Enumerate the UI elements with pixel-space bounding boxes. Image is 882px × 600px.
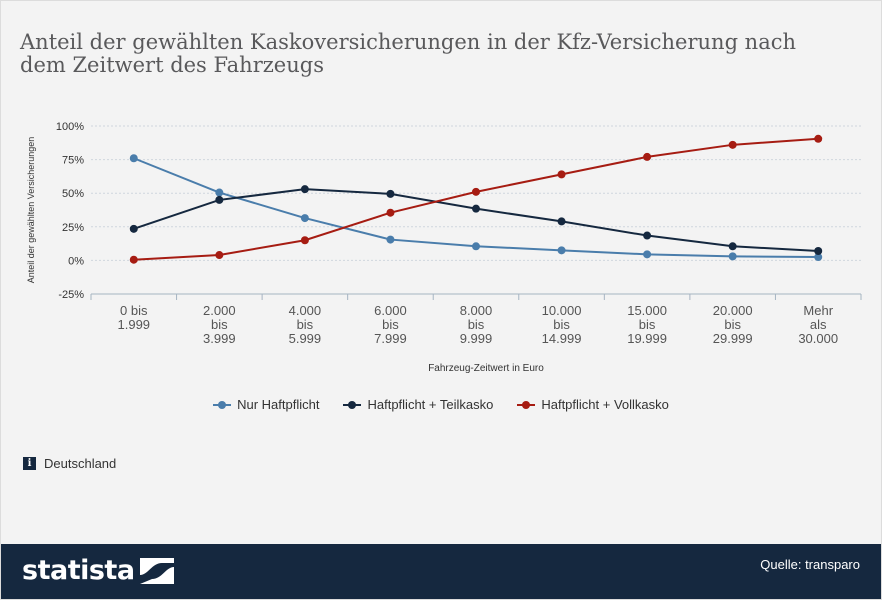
x-tick-label: Mehr als 30.000 [798, 303, 838, 346]
legend-label: Haftpflicht + Vollkasko [541, 397, 669, 412]
legend-swatch [343, 400, 362, 410]
source-label: Quelle: transparo [760, 557, 860, 572]
data-point[interactable] [215, 188, 224, 197]
data-point[interactable] [728, 140, 737, 149]
x-tick-label: 10.000 bis 14.999 [542, 303, 582, 346]
data-point[interactable] [643, 250, 652, 259]
y-tick-label: 50% [62, 188, 84, 200]
data-point[interactable] [386, 208, 395, 217]
data-point[interactable] [643, 152, 652, 161]
x-tick-label: 8.000 bis 9.999 [460, 303, 493, 346]
x-tick-label: 6.000 bis 7.999 [374, 303, 407, 346]
data-point[interactable] [472, 187, 480, 196]
data-point[interactable] [386, 189, 395, 198]
x-axis-title: Fahrzeug-Zeitwert in Euro [428, 363, 544, 374]
region-note: i Deutschland [23, 456, 116, 471]
data-point[interactable] [129, 154, 138, 163]
data-point[interactable] [300, 185, 309, 194]
y-tick-label: 25% [62, 222, 84, 234]
data-point[interactable] [386, 235, 395, 244]
data-point[interactable] [557, 246, 566, 255]
data-point[interactable] [472, 204, 480, 213]
data-point[interactable] [472, 242, 480, 251]
data-point[interactable] [728, 242, 737, 251]
data-point[interactable] [300, 236, 309, 245]
data-point[interactable] [129, 224, 138, 233]
legend-item[interactable]: Haftpflicht + Vollkasko [517, 397, 669, 412]
data-point[interactable] [643, 231, 652, 240]
data-point[interactable] [814, 246, 823, 255]
y-tick-label: -25% [58, 289, 84, 301]
legend: Nur Haftpflicht Haftpflicht + Teilkasko Ha… [1, 397, 881, 412]
data-point[interactable] [557, 217, 566, 226]
legend-swatch [213, 400, 232, 410]
data-point[interactable] [129, 255, 138, 264]
data-point[interactable] [814, 134, 823, 143]
data-point[interactable] [215, 195, 224, 204]
statista-wave-icon [139, 557, 174, 584]
y-tick-label: 100% [56, 121, 84, 133]
data-point[interactable] [728, 252, 737, 261]
x-tick-label: 4.000 bis 5.999 [289, 303, 322, 346]
chart-title: Anteil der gewählten Kaskoversicherungen… [20, 30, 797, 77]
legend-swatch [517, 400, 536, 410]
brand-name: statista [22, 555, 135, 586]
y-axis-title: Anteil der gewählten Versicherungen [26, 137, 36, 284]
info-icon[interactable]: i [23, 457, 36, 470]
footer: statista Quelle: transparo [1, 544, 881, 599]
series-line [133, 188, 819, 252]
x-tick-label: 15.000 bis 19.999 [627, 303, 667, 346]
data-point[interactable] [215, 251, 224, 260]
data-point[interactable] [814, 253, 823, 262]
x-tick-label: 0 bis 1.999 [118, 303, 151, 332]
legend-item[interactable]: Haftpflicht + Teilkasko [343, 397, 493, 412]
legend-item[interactable]: Nur Haftpflicht [213, 397, 319, 412]
legend-label: Haftpflicht + Teilkasko [367, 397, 494, 412]
x-tick-label: 2.000 bis 3.999 [203, 303, 236, 346]
series-line [133, 137, 819, 261]
plot-area: -25% 0% 25% 50% 75% 100% 0 bis 1.999 2.000 bis 3.9… [26, 121, 862, 374]
data-point[interactable] [300, 214, 309, 223]
statista-logo[interactable]: statista [22, 555, 174, 586]
y-tick-label: 75% [62, 155, 84, 167]
region-label: Deutschland [44, 456, 117, 471]
data-point[interactable] [557, 170, 566, 179]
x-tick-label: 20.000 bis 29.999 [713, 303, 753, 346]
legend-label: Nur Haftpflicht [237, 397, 320, 412]
y-tick-label: 0% [68, 255, 84, 267]
